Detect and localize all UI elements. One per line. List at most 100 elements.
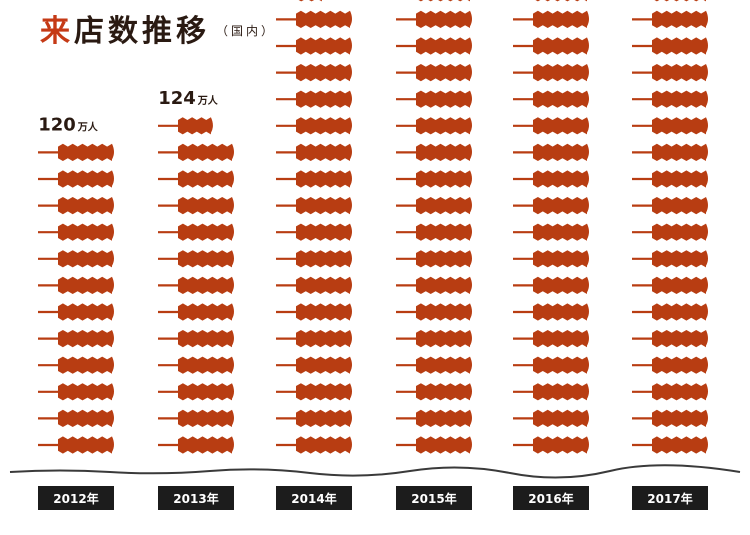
2017年-icon-3 <box>632 383 708 401</box>
2015年-icon-12 <box>396 143 472 161</box>
2015年-icon-3 <box>396 383 472 401</box>
2017年-icon-5 <box>632 330 708 348</box>
2017年-icon-4 <box>632 356 708 374</box>
x-tick-label: 2014年 <box>291 491 336 506</box>
2017年-icon-12 <box>632 143 708 161</box>
2012年-icon-7 <box>38 276 114 294</box>
2015年-icon-17 <box>396 10 472 29</box>
2016年-icon-12 <box>513 143 589 161</box>
2014年-icon-6 <box>276 303 352 321</box>
2014年-icon-8 <box>276 250 352 268</box>
x-tick-label: 2012年 <box>53 491 98 506</box>
2014年-icon-16 <box>276 37 352 55</box>
2013年-icon-8 <box>158 250 234 268</box>
2013年-icon-11 <box>158 170 234 188</box>
value-label-2012年: 120 万人 <box>38 114 99 135</box>
value-label-2013年: 124 万人 <box>158 88 219 109</box>
2014年-icon-7 <box>276 276 352 294</box>
2015年-icon-15 <box>396 64 472 82</box>
2012年-icon-2 <box>38 409 114 427</box>
2015年-icon-13 <box>396 117 472 135</box>
2013年-icon-12 <box>158 143 234 161</box>
title-text: 店数推移 <box>74 14 210 49</box>
2016年-icon-18 <box>535 0 587 2</box>
2013年-icon-1 <box>158 436 234 454</box>
2017年-icon-16 <box>632 37 708 55</box>
2012年-icon-4 <box>38 356 114 374</box>
2014年-icon-14 <box>276 90 352 108</box>
2012年-icon-9 <box>38 223 114 241</box>
year-badge-2014年: 2014年 <box>276 486 352 510</box>
2017年-icon-13 <box>632 117 708 135</box>
year-badge-2015年: 2015年 <box>396 486 472 510</box>
2013年-icon-4 <box>158 356 234 374</box>
2014年-icon-2 <box>276 409 352 427</box>
2012年-icon-3 <box>38 383 114 401</box>
x-tick-label: 2015年 <box>411 491 456 506</box>
2012年-icon-6 <box>38 303 114 321</box>
2017年-icon-18 <box>654 0 706 2</box>
2015年-icon-2 <box>396 409 472 427</box>
2013年-icon-5 <box>158 330 234 348</box>
2016年-icon-1 <box>513 436 589 454</box>
2015年-icon-9 <box>396 223 472 241</box>
2015年-icon-6 <box>396 303 472 321</box>
2012年-icon-1 <box>38 436 114 454</box>
2015年-icon-10 <box>396 197 472 215</box>
2013年-icon-13 <box>158 117 213 135</box>
year-badge-2013年: 2013年 <box>158 486 234 510</box>
2017年-icon-1 <box>632 436 708 454</box>
2016年-icon-14 <box>513 90 589 108</box>
2017年-icon-11 <box>632 170 708 188</box>
2013年-icon-3 <box>158 383 234 401</box>
2015年-icon-4 <box>396 356 472 374</box>
2016年-icon-16 <box>513 37 589 55</box>
baseline <box>9 464 741 479</box>
2016年-icon-2 <box>513 409 589 427</box>
2016年-icon-9 <box>513 223 589 241</box>
2013年-icon-6 <box>158 303 234 321</box>
2014年-icon-3 <box>276 383 352 401</box>
2014年-icon-15 <box>276 64 352 82</box>
2016年-icon-5 <box>513 330 589 348</box>
2012年-icon-11 <box>38 170 114 188</box>
2014年-icon-1 <box>276 436 352 454</box>
x-tick-label: 2017年 <box>647 491 692 506</box>
2012年-icon-8 <box>38 250 114 268</box>
2014年-icon-9 <box>276 223 352 241</box>
2013年-icon-7 <box>158 276 234 294</box>
2014年-icon-4 <box>276 356 352 374</box>
2017年-icon-15 <box>632 64 708 82</box>
2015年-icon-7 <box>396 276 472 294</box>
2014年-icon-12 <box>276 143 352 161</box>
2014年-icon-13 <box>276 117 352 135</box>
year-badge-2016年: 2016年 <box>513 486 589 510</box>
2012年-icon-10 <box>38 197 114 215</box>
2015年-icon-14 <box>396 90 472 108</box>
2017年-icon-17 <box>632 10 708 29</box>
2017年-icon-2 <box>632 409 708 427</box>
2016年-icon-8 <box>513 250 589 268</box>
2017年-icon-7 <box>632 276 708 294</box>
2017年-icon-8 <box>632 250 708 268</box>
2014年-icon-17 <box>276 10 352 29</box>
2014年-icon-10 <box>276 197 352 215</box>
title-accent-char: 来 <box>40 14 74 49</box>
2017年-icon-10 <box>632 197 708 215</box>
2016年-icon-11 <box>513 170 589 188</box>
2013年-icon-9 <box>158 223 234 241</box>
2016年-icon-17 <box>513 10 589 29</box>
2013年-icon-2 <box>158 409 234 427</box>
2014年-icon-18 <box>298 0 322 2</box>
chart-title: 来店数推移 （国内） <box>40 6 277 49</box>
2017年-icon-6 <box>632 303 708 321</box>
chart-subtitle: （国内） <box>216 24 277 38</box>
2016年-icon-6 <box>513 303 589 321</box>
2014年-icon-11 <box>276 170 352 188</box>
2016年-icon-4 <box>513 356 589 374</box>
2016年-icon-13 <box>513 117 589 135</box>
2014年-icon-5 <box>276 330 352 348</box>
2015年-icon-16 <box>396 37 472 55</box>
2016年-icon-3 <box>513 383 589 401</box>
